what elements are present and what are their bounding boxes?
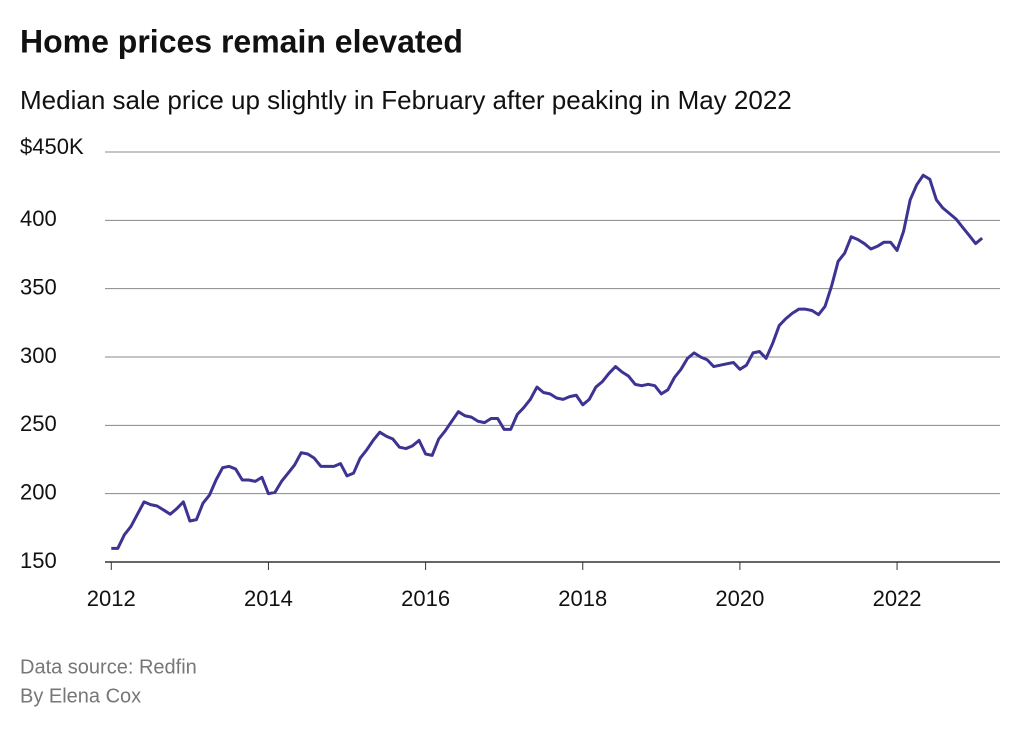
chart-subtitle: Median sale price up slightly in Februar… xyxy=(20,85,792,115)
y-tick-label: 200 xyxy=(20,479,57,504)
x-tick-label: 2016 xyxy=(401,586,450,611)
y-tick-label: 400 xyxy=(20,206,57,231)
y-tick-label: 250 xyxy=(20,411,57,436)
x-tick-label: 2014 xyxy=(244,586,293,611)
x-tick-label: 2018 xyxy=(558,586,607,611)
x-tick-label: 2020 xyxy=(715,586,764,611)
y-tick-label: 300 xyxy=(20,343,57,368)
y-tick-label: 350 xyxy=(20,274,57,299)
price-line xyxy=(111,173,984,550)
chart-title: Home prices remain elevated xyxy=(20,23,463,59)
source: Data source: Redfin xyxy=(20,656,197,678)
y-tick-label: 150 xyxy=(20,548,57,573)
x-tick-label: 2012 xyxy=(87,586,136,611)
y-tick-label: $450K xyxy=(20,134,84,159)
x-tick-label: 2022 xyxy=(873,586,922,611)
byline: By Elena Cox xyxy=(20,685,141,707)
